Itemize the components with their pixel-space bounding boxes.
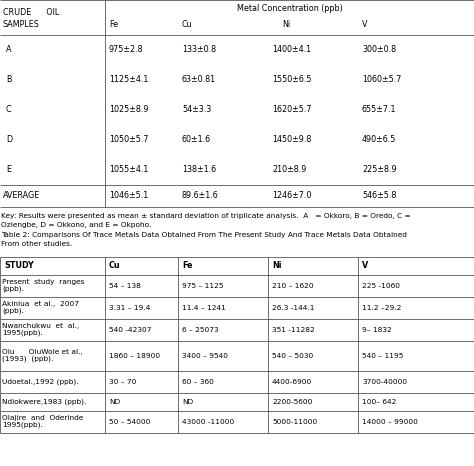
Text: 1550±6.5: 1550±6.5 xyxy=(272,75,311,84)
Text: 225 -1060: 225 -1060 xyxy=(362,282,400,288)
Text: Ndiokwere,1983 (ppb).: Ndiokwere,1983 (ppb). xyxy=(2,398,86,405)
Text: V: V xyxy=(362,20,367,29)
Text: 6 – 25073: 6 – 25073 xyxy=(182,327,219,333)
Text: 1860 – 18900: 1860 – 18900 xyxy=(109,352,160,358)
Text: A: A xyxy=(6,46,11,55)
Text: 138±1.6: 138±1.6 xyxy=(182,165,216,174)
Text: B: B xyxy=(6,75,11,84)
Text: 540 – 5030: 540 – 5030 xyxy=(272,352,313,358)
Text: ND: ND xyxy=(109,398,120,404)
Text: Olu      OluWole et al.,
(1993)  (ppb).: Olu OluWole et al., (1993) (ppb). xyxy=(2,349,83,362)
Text: From other studies.: From other studies. xyxy=(1,241,72,247)
Text: 1050±5.7: 1050±5.7 xyxy=(109,136,148,144)
Text: 546±5.8: 546±5.8 xyxy=(362,192,396,200)
Text: 60 – 360: 60 – 360 xyxy=(182,378,214,384)
Text: SAMPLES: SAMPLES xyxy=(3,20,40,29)
Text: 1620±5.7: 1620±5.7 xyxy=(272,105,311,115)
Text: Fe: Fe xyxy=(109,20,118,29)
Text: CRUDE      OIL: CRUDE OIL xyxy=(3,8,59,17)
Text: Nwanchukwu  et  al.,
1995(ppb).: Nwanchukwu et al., 1995(ppb). xyxy=(2,323,79,336)
Text: 30 – 70: 30 – 70 xyxy=(109,378,137,384)
Text: 300±0.8: 300±0.8 xyxy=(362,46,396,55)
Text: 133±0.8: 133±0.8 xyxy=(182,46,216,55)
Text: 975±2.8: 975±2.8 xyxy=(109,46,144,55)
Text: ND: ND xyxy=(182,398,193,404)
Text: Table 2: Comparisons Of Trace Metals Data Obtained From The Present Study And Tr: Table 2: Comparisons Of Trace Metals Dat… xyxy=(1,232,407,238)
Text: 26.3 -144.1: 26.3 -144.1 xyxy=(272,304,315,310)
Text: 540 -42307: 540 -42307 xyxy=(109,327,152,333)
Text: 351 -11282: 351 -11282 xyxy=(272,327,315,333)
Text: Cu: Cu xyxy=(109,261,120,270)
Text: Key: Results were presented as mean ± standard deviation of triplicate analysis.: Key: Results were presented as mean ± st… xyxy=(1,213,410,219)
Text: 50 – 54000: 50 – 54000 xyxy=(109,418,150,425)
Text: 100– 642: 100– 642 xyxy=(362,398,396,404)
Text: 89.6±1.6: 89.6±1.6 xyxy=(182,192,219,200)
Text: D: D xyxy=(6,136,12,144)
Text: 1246±7.0: 1246±7.0 xyxy=(272,192,311,200)
Text: 63±0.81: 63±0.81 xyxy=(182,75,216,84)
Text: 3700-40000: 3700-40000 xyxy=(362,378,407,384)
Text: 3400 – 9540: 3400 – 9540 xyxy=(182,352,228,358)
Text: Oziengbe, D = Okkono, and E = Okpoho.: Oziengbe, D = Okkono, and E = Okpoho. xyxy=(1,222,151,228)
Text: 1125±4.1: 1125±4.1 xyxy=(109,75,148,84)
Text: Ni: Ni xyxy=(282,20,290,29)
Text: E: E xyxy=(6,165,11,174)
Text: 11.4 – 1241: 11.4 – 1241 xyxy=(182,304,226,310)
Text: 1450±9.8: 1450±9.8 xyxy=(272,136,311,144)
Text: 1046±5.1: 1046±5.1 xyxy=(109,192,148,200)
Text: 540 – 1195: 540 – 1195 xyxy=(362,352,403,358)
Text: C: C xyxy=(6,105,12,115)
Text: Metal Concentration (ppb): Metal Concentration (ppb) xyxy=(237,4,342,13)
Text: V: V xyxy=(362,261,368,270)
Text: 210 – 1620: 210 – 1620 xyxy=(272,282,314,288)
Text: 655±7.1: 655±7.1 xyxy=(362,105,396,115)
Text: AVERAGE: AVERAGE xyxy=(3,192,40,200)
Text: 9– 1832: 9– 1832 xyxy=(362,327,392,333)
Text: Udoetal.,1992 (ppb).: Udoetal.,1992 (ppb). xyxy=(2,378,79,385)
Text: STUDY: STUDY xyxy=(4,261,34,270)
Text: 43000 -11000: 43000 -11000 xyxy=(182,418,234,425)
Text: 1055±4.1: 1055±4.1 xyxy=(109,165,148,174)
Text: 3.31 – 19.4: 3.31 – 19.4 xyxy=(109,304,150,310)
Text: 54 – 138: 54 – 138 xyxy=(109,282,141,288)
Text: 14000 – 99000: 14000 – 99000 xyxy=(362,418,418,425)
Text: Akinlua  et al.,  2007
(ppb).: Akinlua et al., 2007 (ppb). xyxy=(2,301,79,314)
Text: 490±6.5: 490±6.5 xyxy=(362,136,396,144)
Text: Cu: Cu xyxy=(182,20,192,29)
Text: 4400-6900: 4400-6900 xyxy=(272,378,312,384)
Text: 2200-5600: 2200-5600 xyxy=(272,398,312,404)
Text: Present  study  ranges
(ppb).: Present study ranges (ppb). xyxy=(2,279,84,292)
Text: 975 – 1125: 975 – 1125 xyxy=(182,282,224,288)
Text: 11.2 –29.2: 11.2 –29.2 xyxy=(362,304,401,310)
Text: 1025±8.9: 1025±8.9 xyxy=(109,105,148,115)
Text: Ni: Ni xyxy=(272,261,282,270)
Text: 1060±5.7: 1060±5.7 xyxy=(362,75,401,84)
Text: 5000-11000: 5000-11000 xyxy=(272,418,317,425)
Text: 1400±4.1: 1400±4.1 xyxy=(272,46,311,55)
Text: 60±1.6: 60±1.6 xyxy=(182,136,211,144)
Text: Fe: Fe xyxy=(182,261,192,270)
Text: Olajire  and  Oderinde
1995(ppb).: Olajire and Oderinde 1995(ppb). xyxy=(2,415,83,428)
Text: 210±8.9: 210±8.9 xyxy=(272,165,306,174)
Text: 225±8.9: 225±8.9 xyxy=(362,165,397,174)
Text: 54±3.3: 54±3.3 xyxy=(182,105,211,115)
